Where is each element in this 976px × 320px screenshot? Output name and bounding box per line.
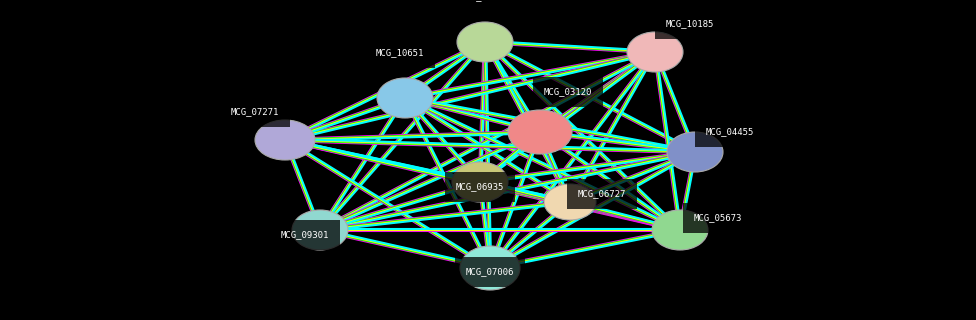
- Text: MCG_06727: MCG_06727: [578, 189, 627, 198]
- Text: MCG_10185: MCG_10185: [666, 20, 714, 28]
- Ellipse shape: [508, 110, 572, 154]
- Text: MCG_03120: MCG_03120: [544, 87, 592, 97]
- Ellipse shape: [652, 210, 708, 250]
- Text: MCG_09301: MCG_09301: [281, 230, 329, 239]
- Text: MCG_07271: MCG_07271: [230, 108, 279, 116]
- Ellipse shape: [667, 132, 723, 172]
- Text: MCG_04455: MCG_04455: [706, 127, 754, 137]
- Ellipse shape: [460, 246, 520, 290]
- Ellipse shape: [544, 184, 596, 220]
- Ellipse shape: [255, 120, 315, 160]
- Text: MCG_07006: MCG_07006: [466, 268, 514, 276]
- Text: MCG_06935: MCG_06935: [456, 182, 505, 191]
- Text: MCG_10651: MCG_10651: [376, 49, 425, 58]
- Text: MCG_05673: MCG_05673: [694, 213, 742, 222]
- Ellipse shape: [627, 32, 683, 72]
- Ellipse shape: [452, 162, 508, 202]
- Ellipse shape: [457, 22, 513, 62]
- Text: MCG_06995: MCG_06995: [461, 0, 509, 2]
- Ellipse shape: [377, 78, 433, 118]
- Ellipse shape: [292, 210, 348, 250]
